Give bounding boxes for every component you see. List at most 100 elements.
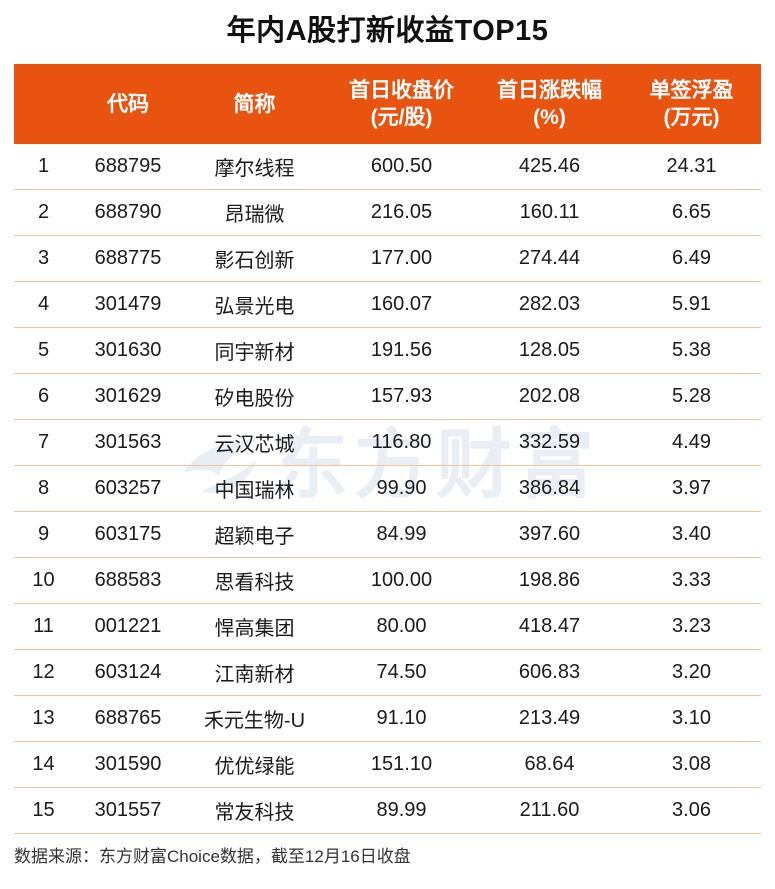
- name-cell: 中国瑞林: [183, 465, 326, 512]
- rank-cell: 1: [14, 144, 73, 190]
- profit-cell: 24.31: [622, 144, 761, 190]
- page-title: 年内A股打新收益TOP15: [226, 15, 549, 47]
- profit-cell: 3.33: [622, 557, 761, 604]
- close-cell: 74.50: [326, 649, 477, 696]
- profit-cell: 6.49: [622, 235, 761, 282]
- change-cell: 397.60: [477, 511, 622, 558]
- rank-cell: 11: [14, 603, 73, 650]
- table-row: 2 688790 昂瑞微 216.05 160.11 6.65: [14, 189, 761, 236]
- rank-cell: 9: [14, 511, 73, 558]
- name-cell: 超颖电子: [183, 511, 326, 558]
- table-row: 7 301563 云汉芯城 116.80 332.59 4.49: [14, 419, 761, 466]
- profit-cell: 5.28: [622, 373, 761, 420]
- rank-cell: 12: [14, 649, 73, 696]
- change-cell: 386.84: [477, 465, 622, 512]
- table-row: 5 301630 同宇新材 191.56 128.05 5.38: [14, 327, 761, 374]
- table-row: 4 301479 弘景光电 160.07 282.03 5.91: [14, 281, 761, 328]
- close-cell: 191.56: [326, 327, 477, 374]
- rank-cell: 2: [14, 189, 73, 236]
- code-cell: 688583: [73, 557, 183, 604]
- rank-cell: 6: [14, 373, 73, 420]
- code-cell: 603257: [73, 465, 183, 512]
- name-cell: 江南新材: [183, 649, 326, 696]
- change-cell: 332.59: [477, 419, 622, 466]
- close-cell: 160.07: [326, 281, 477, 328]
- rank-cell: 10: [14, 557, 73, 604]
- name-cell: 弘景光电: [183, 281, 326, 328]
- close-cell: 151.10: [326, 741, 477, 788]
- table-header: 代码 简称 首日收盘价 (元/股) 首日涨跌幅 (%) 单签浮盈 (万元): [14, 64, 761, 144]
- close-cell: 157.93: [326, 373, 477, 420]
- profit-cell: 3.97: [622, 465, 761, 512]
- close-cell: 84.99: [326, 511, 477, 558]
- name-cell: 禾元生物-U: [183, 695, 326, 742]
- change-cell: 418.47: [477, 603, 622, 650]
- ipo-returns-table: 代码 简称 首日收盘价 (元/股) 首日涨跌幅 (%) 单签浮盈 (万元) 1 688…: [14, 64, 761, 834]
- change-cell: 211.60: [477, 787, 622, 834]
- table-row: 12 603124 江南新材 74.50 606.83 3.20: [14, 649, 761, 696]
- close-cell: 100.00: [326, 557, 477, 604]
- profit-cell: 3.10: [622, 695, 761, 742]
- code-cell: 688790: [73, 189, 183, 236]
- name-cell: 影石创新: [183, 235, 326, 282]
- header-profit-per-lot: 单签浮盈 (万元): [622, 64, 761, 144]
- change-cell: 128.05: [477, 327, 622, 374]
- table-row: 1 688795 摩尔线程 600.50 425.46 24.31: [14, 144, 761, 190]
- close-cell: 216.05: [326, 189, 477, 236]
- table-row: 10 688583 思看科技 100.00 198.86 3.33: [14, 557, 761, 604]
- name-cell: 常友科技: [183, 787, 326, 834]
- table-row: 15 301557 常友科技 89.99 211.60 3.06: [14, 787, 761, 834]
- rank-cell: 8: [14, 465, 73, 512]
- table-row: 11 001221 悍高集团 80.00 418.47 3.23: [14, 603, 761, 650]
- change-cell: 202.08: [477, 373, 622, 420]
- header-first-day-close: 首日收盘价 (元/股): [326, 64, 477, 144]
- header-code: 代码: [73, 64, 183, 144]
- rank-cell: 15: [14, 787, 73, 834]
- data-source-note: 数据来源：东方财富Choice数据，截至12月16日收盘: [14, 847, 411, 866]
- rank-cell: 13: [14, 695, 73, 742]
- change-cell: 213.49: [477, 695, 622, 742]
- header-rank: [14, 64, 73, 144]
- name-cell: 昂瑞微: [183, 189, 326, 236]
- name-cell: 云汉芯城: [183, 419, 326, 466]
- profit-cell: 5.91: [622, 281, 761, 328]
- profit-cell: 3.40: [622, 511, 761, 558]
- code-cell: 301563: [73, 419, 183, 466]
- code-cell: 688795: [73, 144, 183, 190]
- table-body: 1 688795 摩尔线程 600.50 425.46 24.31 2 6887…: [14, 144, 761, 834]
- table-row: 3 688775 影石创新 177.00 274.44 6.49: [14, 235, 761, 282]
- change-cell: 68.64: [477, 741, 622, 788]
- code-cell: 688765: [73, 695, 183, 742]
- profit-cell: 3.23: [622, 603, 761, 650]
- close-cell: 116.80: [326, 419, 477, 466]
- name-cell: 思看科技: [183, 557, 326, 604]
- code-cell: 301629: [73, 373, 183, 420]
- code-cell: 001221: [73, 603, 183, 650]
- code-cell: 603124: [73, 649, 183, 696]
- close-cell: 99.90: [326, 465, 477, 512]
- rank-cell: 3: [14, 235, 73, 282]
- close-cell: 89.99: [326, 787, 477, 834]
- change-cell: 160.11: [477, 189, 622, 236]
- rank-cell: 14: [14, 741, 73, 788]
- close-cell: 80.00: [326, 603, 477, 650]
- code-cell: 301479: [73, 281, 183, 328]
- name-cell: 优优绿能: [183, 741, 326, 788]
- profit-cell: 4.49: [622, 419, 761, 466]
- close-cell: 91.10: [326, 695, 477, 742]
- code-cell: 301557: [73, 787, 183, 834]
- profit-cell: 6.65: [622, 189, 761, 236]
- change-cell: 606.83: [477, 649, 622, 696]
- profit-cell: 3.20: [622, 649, 761, 696]
- table-row: 9 603175 超颖电子 84.99 397.60 3.40: [14, 511, 761, 558]
- name-cell: 同宇新材: [183, 327, 326, 374]
- profit-cell: 3.08: [622, 741, 761, 788]
- code-cell: 301630: [73, 327, 183, 374]
- change-cell: 282.03: [477, 281, 622, 328]
- table-row: 14 301590 优优绿能 151.10 68.64 3.08: [14, 741, 761, 788]
- header-row: 代码 简称 首日收盘价 (元/股) 首日涨跌幅 (%) 单签浮盈 (万元): [14, 64, 761, 144]
- change-cell: 425.46: [477, 144, 622, 190]
- name-cell: 悍高集团: [183, 603, 326, 650]
- code-cell: 688775: [73, 235, 183, 282]
